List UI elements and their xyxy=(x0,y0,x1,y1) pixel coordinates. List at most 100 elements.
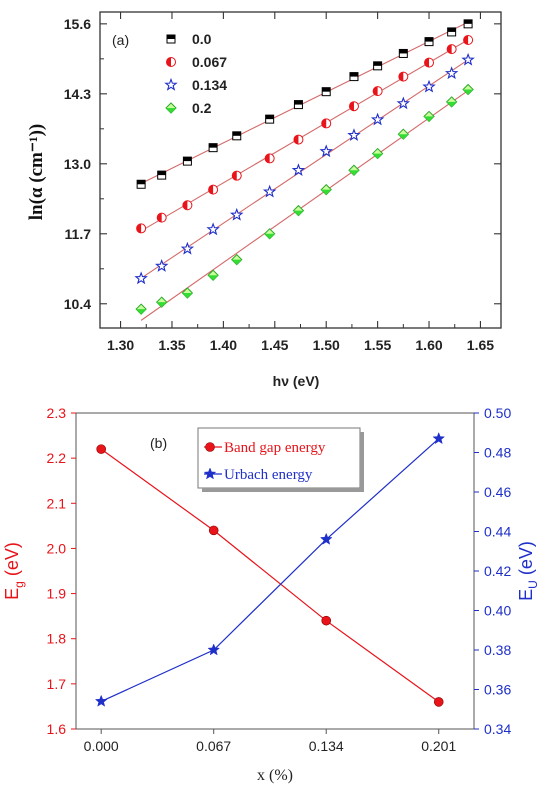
right-y-tick-label: 0.40 xyxy=(484,603,511,619)
data-point-b xyxy=(208,525,219,536)
fit-line-a xyxy=(140,21,469,184)
right-y-tick-label: 0.36 xyxy=(484,682,511,698)
data-point-b xyxy=(319,532,333,545)
legend-marker-a xyxy=(165,102,177,114)
left-y-tick-label: 1.9 xyxy=(47,586,67,602)
data-point-a xyxy=(424,57,435,68)
y-tick-label-a: 10.4 xyxy=(64,296,91,312)
y-tick-label-a: 11.7 xyxy=(65,226,92,242)
data-point-a xyxy=(293,134,304,145)
data-point-a xyxy=(263,228,276,240)
data-point-a xyxy=(231,170,242,181)
x-tick-label-a: 1.35 xyxy=(158,337,185,353)
data-point-a xyxy=(208,184,219,195)
data-point-a xyxy=(182,156,192,166)
legend-b: Band gap energy Urbach energy xyxy=(197,427,364,492)
y-axis-title-b: Eg (eV) xyxy=(2,542,26,600)
data-point-a xyxy=(461,52,475,66)
series-lines-b xyxy=(100,438,440,703)
data-point-a xyxy=(321,87,331,97)
data-point-b xyxy=(96,444,106,454)
x-axis-title-b: x (%) xyxy=(257,767,293,784)
x-tick-label-a: 1.60 xyxy=(415,337,442,353)
data-point-b xyxy=(433,697,444,707)
legend-box-b xyxy=(197,427,361,489)
data-point-b xyxy=(432,431,446,445)
legend-label-b: Urbach energy xyxy=(224,467,313,483)
data-point-a xyxy=(134,271,148,285)
legend-label-a: 0.2 xyxy=(192,100,212,116)
chart-panel-a: 1.30 1.35 1.40 1.45 1.50 1.55 1.60 1.65 10.4 11.… xyxy=(26,11,502,389)
left-y-tick-label: 2.0 xyxy=(47,540,67,556)
data-point-a xyxy=(348,101,359,112)
right-y-tick-label: 0.50 xyxy=(484,405,511,421)
data-point-a xyxy=(424,37,434,47)
fit-lines-a xyxy=(140,21,469,321)
data-point-a xyxy=(182,200,193,211)
right-y-tick-label: 0.46 xyxy=(484,484,511,500)
data-point-a xyxy=(231,253,243,266)
legend-label-b: Band gap energy xyxy=(224,440,326,456)
left-y-tick-label: 1.6 xyxy=(47,721,67,737)
right-y-tick-label: 0.38 xyxy=(484,642,511,658)
legend-shadow-b xyxy=(202,488,364,492)
legend-label-a: 0.067 xyxy=(192,54,227,70)
data-points-b xyxy=(94,431,446,707)
data-point-a xyxy=(293,100,303,110)
x-tick-label-a: 1.30 xyxy=(107,337,134,353)
right-y-tick-label: 0.48 xyxy=(484,445,511,461)
x-axis-a: 1.30 1.35 1.40 1.45 1.50 1.55 1.60 1.65 xyxy=(107,12,494,353)
fit-line-a xyxy=(140,39,469,232)
left-y-tick-label: 2.1 xyxy=(47,495,67,511)
left-y-tick-label: 1.7 xyxy=(47,676,67,692)
right-y-tick-label: 0.44 xyxy=(484,524,511,540)
data-point-a xyxy=(398,71,409,82)
data-point-a xyxy=(396,96,411,110)
y-axis-title-b: EU (eV) xyxy=(516,541,540,601)
series-line-b xyxy=(100,448,440,703)
data-point-b xyxy=(94,694,108,707)
left-y-tick-label: 1.8 xyxy=(47,631,67,647)
panel-label-a: (a) xyxy=(112,32,129,48)
fit-line-a xyxy=(140,90,469,321)
data-point-a xyxy=(320,183,332,196)
panel-label-b: (b) xyxy=(150,435,167,451)
data-point-a xyxy=(155,296,168,308)
data-point-a xyxy=(398,48,408,58)
data-point-a xyxy=(462,83,474,96)
data-point-a xyxy=(370,112,385,126)
data-point-a xyxy=(156,212,167,223)
left-y-axis-b: 1.6 1.7 1.8 1.9 2.0 2.1 2.2 2.3 xyxy=(47,405,76,737)
data-point-a xyxy=(422,79,436,93)
y-axis-a: 10.4 11.7 13.0 14.3 15.6 xyxy=(64,16,501,312)
legend-label-a: 0.0 xyxy=(192,31,212,47)
data-point-a xyxy=(208,143,218,153)
x-tick-label-a: 1.50 xyxy=(313,337,340,353)
right-y-axis-b: 0.34 0.36 0.38 0.40 0.42 0.44 0.46 0.48 0.50 xyxy=(474,405,511,737)
data-point-a xyxy=(230,207,244,221)
legend-marker-a xyxy=(164,77,178,91)
data-point-a xyxy=(371,147,384,160)
data-point-a xyxy=(291,163,306,177)
data-point-b xyxy=(207,643,221,656)
right-y-axis-title: EU (eV) xyxy=(516,541,540,601)
x-axis-b: 0.000 0.067 0.134 0.201 xyxy=(84,729,456,754)
data-point-a xyxy=(262,184,277,198)
data-point-a xyxy=(321,118,332,129)
data-point-a xyxy=(180,241,195,255)
data-point-b xyxy=(321,615,332,626)
legend-marker-b xyxy=(205,442,215,452)
data-point-a xyxy=(154,259,169,272)
legend-label-a: 0.134 xyxy=(192,77,227,93)
legend-marker-a xyxy=(166,57,176,67)
y-axis-title-a: ln(α (cm⁻¹)) xyxy=(26,124,47,221)
x-tick-label-b: 0.201 xyxy=(421,738,456,754)
data-point-a xyxy=(135,303,147,315)
x-axis-title-a: hν (eV) xyxy=(273,373,320,389)
data-point-a xyxy=(136,223,147,234)
data-point-a xyxy=(292,204,305,217)
legend-marker-b xyxy=(203,467,217,480)
data-point-a xyxy=(136,179,146,189)
legend-a: 0.0 0.067 0.134 0.2 xyxy=(164,31,227,116)
